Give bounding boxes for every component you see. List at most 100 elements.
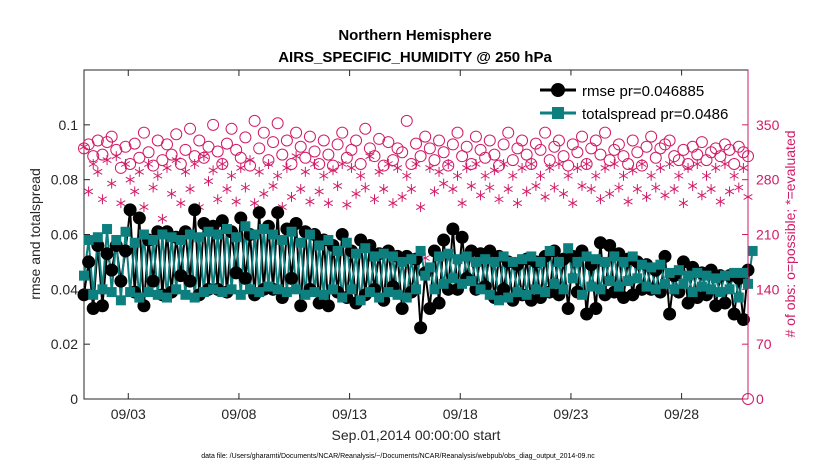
obs-evaluated-point [452,170,463,181]
obs-evaluated-point [724,186,735,197]
totalspread-point [401,292,412,303]
totalspread-point [507,256,518,267]
obs-evaluated-point [632,184,642,195]
totalspread-point [452,254,463,265]
y-left-tick-label: 0.04 [51,281,78,297]
obs-evaluated-point [665,159,675,169]
obs-evaluated-point [134,166,144,177]
totalspread-point [286,226,297,237]
rmse-point [132,211,146,225]
y-axis-right-label: # of obs: o=possible; *=evaluated [782,130,798,337]
y-right-tick-label: 280 [756,172,780,188]
obs-evaluated-point [637,159,647,169]
obs-evaluated-point [333,180,343,191]
obs-evaluated-point [503,184,513,195]
obs-possible-point [737,146,750,159]
obs-evaluated-point [153,170,163,181]
totalspread-point [341,237,352,248]
obs-evaluated-point [434,166,444,177]
obs-evaluated-point [605,188,615,199]
obs-evaluated-point [300,166,310,177]
obs-possible-point [267,136,280,149]
obs-possible-point [396,146,409,159]
totalspread-point [171,284,182,295]
obs-evaluated-point [595,194,606,205]
obs-evaluated-point [157,213,167,224]
totalspread-point [434,251,445,262]
rmse-point [455,230,469,244]
obs-evaluated-point [499,159,509,169]
rmse-point [294,299,308,313]
obs-evaluated-point [535,170,546,181]
obs-possible-point [714,150,727,163]
totalspread-point [258,224,269,235]
totalspread-point [526,251,537,262]
obs-possible-point [354,158,367,170]
rmse-point [736,312,750,326]
totalspread-point [138,229,149,240]
obs-evaluated-point [457,198,467,209]
obs-evaluated-point [130,186,140,197]
obs-evaluated-point [162,162,172,173]
obs-possible-point [506,154,519,167]
obs-possible-point [350,134,363,147]
totalspread-point [494,295,504,306]
obs-evaluated-point [522,186,532,197]
obs-possible-point [128,137,141,150]
obs-possible-point [460,140,473,153]
obs-possible-point [391,142,404,155]
y-left-tick-label: 0 [70,391,78,407]
totalspread-point [692,267,703,278]
obs-evaluated-point [706,184,716,195]
totalspread-point [549,278,560,289]
totalspread-point [613,281,624,292]
obs-evaluated-point [180,166,191,177]
totalspread-point [328,284,338,295]
obs-evaluated-point [614,182,624,193]
totalspread-point [706,284,717,295]
totalspread-point [304,229,315,240]
totalspread-point [443,248,454,259]
obs-possible-point [253,142,266,155]
obs-evaluated-point [448,184,458,195]
obs-evaluated-point [406,184,416,195]
totalspread-point [235,289,246,300]
obs-evaluated-point [360,182,370,193]
obs-possible-point [105,130,118,143]
obs-possible-point [502,126,515,139]
obs-evaluated-point [351,188,361,199]
totalspread-point [738,267,749,278]
obs-evaluated-point [259,188,269,199]
totalspread-point [314,240,325,251]
obs-possible-point [603,154,616,167]
obs-evaluated-point [374,166,384,177]
obs-possible-point [576,130,588,143]
obs-evaluated-point [273,170,283,181]
obs-evaluated-point [120,159,131,169]
x-tick-label: 09/28 [664,406,699,422]
rmse-point [589,302,603,316]
totalspread-point [337,292,348,303]
rmse-point [119,244,132,258]
x-tick-label: 09/23 [553,406,588,422]
obs-evaluated-point [683,162,693,173]
rmse-point [146,274,160,288]
totalspread-point [719,270,730,281]
obs-possible-point [303,130,316,143]
y-right-tick-label: 0 [756,391,764,407]
obs-evaluated-point [651,182,661,193]
totalspread-point [364,287,375,298]
obs-possible-point [654,142,667,155]
totalspread-point [281,287,292,298]
totalspread-point [332,245,343,256]
obs-evaluated-point [443,159,453,169]
totalspread-point [148,234,159,245]
totalspread-point [641,281,652,292]
obs-possible-point [220,137,233,150]
rmse-point [271,206,285,220]
totalspread-point [102,224,113,235]
legend-totalspread-label: totalspread pr=0.0486 [582,106,728,123]
totalspread-point [604,276,615,287]
totalspread-point [189,292,200,303]
